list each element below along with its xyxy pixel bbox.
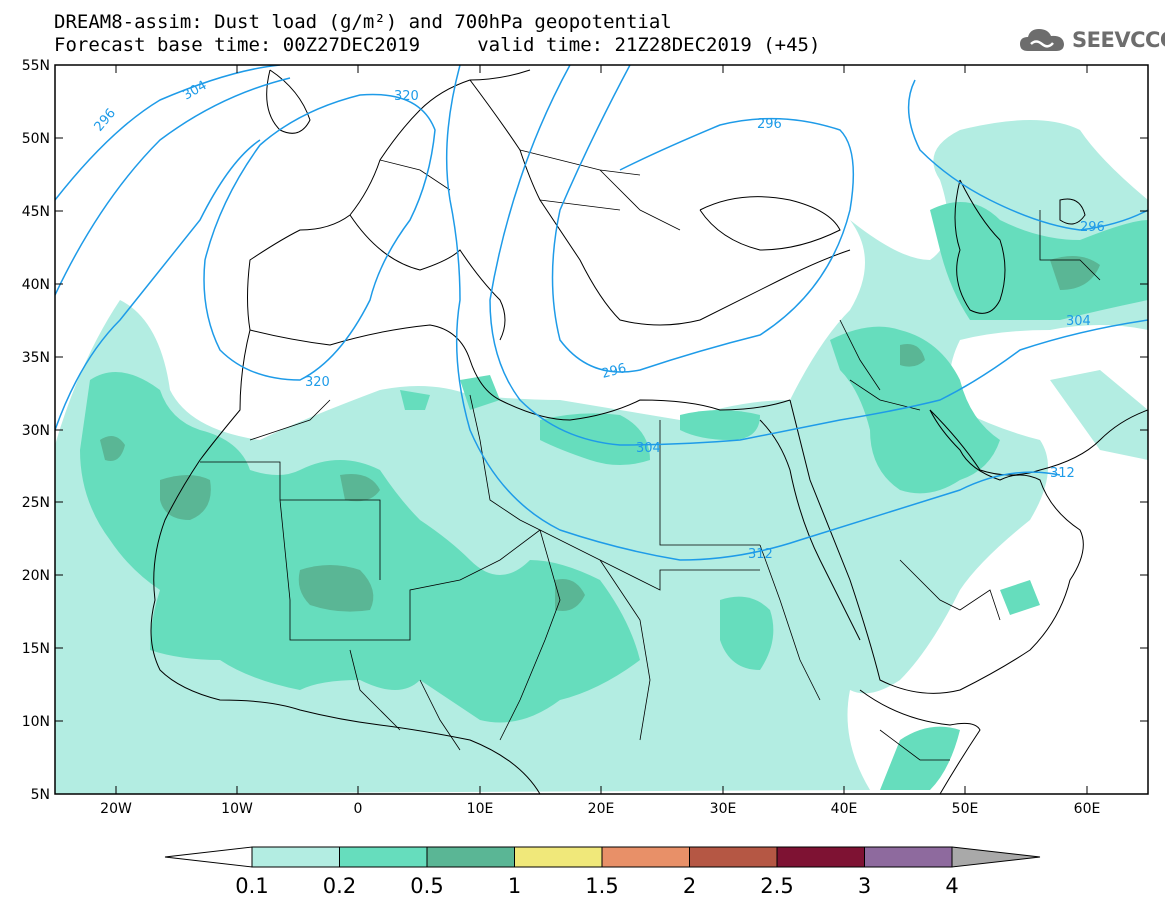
colorbar-swatch (776, 846, 865, 868)
lat-label: 15N (22, 641, 50, 657)
lon-label: 30E (710, 801, 737, 817)
contour-312-west (55, 139, 261, 431)
contour-label: 312 (1050, 466, 1075, 481)
contour-label: 320 (305, 375, 330, 390)
lat-label: 25N (22, 495, 50, 511)
colorbar-swatch (601, 846, 690, 868)
contour-312 (445, 65, 1061, 561)
colorbar-tick-label: 0.1 (235, 874, 268, 898)
contour-304-west (55, 77, 291, 296)
lon-label: 60E (1074, 801, 1101, 817)
colorbar-swatch (339, 846, 428, 868)
dust-layer-high (100, 256, 1100, 612)
geopotential-contours (55, 65, 1148, 561)
colorbar-arrow-high (951, 846, 1041, 868)
contour-label: 296 (757, 117, 782, 132)
colorbar-swatch (251, 846, 340, 868)
contour-label: 304 (636, 441, 661, 456)
colorbar-swatch (864, 846, 953, 868)
contour-296 (551, 65, 855, 373)
contour-304 (489, 65, 1148, 446)
cloud-icon (1020, 29, 1064, 51)
lat-label: 50N (22, 131, 50, 147)
lon-label: 10E (467, 801, 494, 817)
country-borders (200, 149, 1101, 761)
contour-label: 296 (600, 361, 628, 382)
colorbar-tick-label: 1.5 (585, 874, 618, 898)
colorbar-tick-label: 0.5 (410, 874, 443, 898)
lon-label: 10W (221, 801, 253, 817)
coastlines (150, 69, 1148, 794)
colorbar: 0.1 0.2 0.5 1 1.5 2 2.5 3 4 (164, 846, 1041, 898)
colorbar-swatch (689, 846, 778, 868)
contour-label: 304 (1066, 314, 1091, 329)
lon-label: 40E (831, 801, 858, 817)
map-title: DREAM8-assim: Dust load (g/m²) and 700hP… (54, 11, 672, 33)
lat-label: 35N (22, 350, 50, 366)
lat-labels: 55N 50N 45N 40N 35N 30N 25N 20N 15N 10N … (22, 58, 50, 803)
lat-label: 55N (22, 58, 50, 74)
lon-label: 20E (588, 801, 615, 817)
colorbar-swatch (426, 846, 515, 868)
lon-labels: 20W 10W 0 10E 20E 30E 40E 50E 60E (100, 801, 1100, 817)
colorbar-tick-label: 0.2 (323, 874, 356, 898)
colorbar-tick-label: 1 (508, 874, 521, 898)
lat-label: 5N (31, 787, 50, 803)
colorbar-arrow-low (164, 846, 253, 868)
contour-296-east (907, 79, 1148, 231)
lat-ticks (55, 64, 1148, 795)
contour-label: 296 (1080, 220, 1105, 235)
lon-ticks (115, 65, 1088, 794)
lat-label: 45N (22, 204, 50, 220)
dust-layer-mid (80, 202, 1148, 790)
lat-label: 40N (22, 277, 50, 293)
lon-label: 50E (952, 801, 979, 817)
contour-296-west (55, 65, 281, 201)
lat-label: 30N (22, 423, 50, 439)
colorbar-tick-label: 4 (945, 874, 958, 898)
lat-label: 20N (22, 568, 50, 584)
map-subtitle: Forecast base time: 00Z27DEC2019 valid t… (54, 34, 821, 56)
contour-label: 312 (748, 547, 773, 562)
lat-label: 10N (22, 714, 50, 730)
colorbar-tick-label: 2 (683, 874, 696, 898)
contour-label: 320 (394, 89, 419, 104)
seevccc-logo: SEEVCCC (1018, 24, 1165, 56)
colorbar-tick-label: 2.5 (760, 874, 793, 898)
lon-label: 20W (100, 801, 132, 817)
logo-text: SEEVCCC (1072, 28, 1165, 52)
contour-320 (203, 93, 436, 381)
colorbar-swatch (514, 846, 603, 868)
lon-label: 0 (354, 801, 363, 817)
colorbar-tick-label: 3 (858, 874, 871, 898)
